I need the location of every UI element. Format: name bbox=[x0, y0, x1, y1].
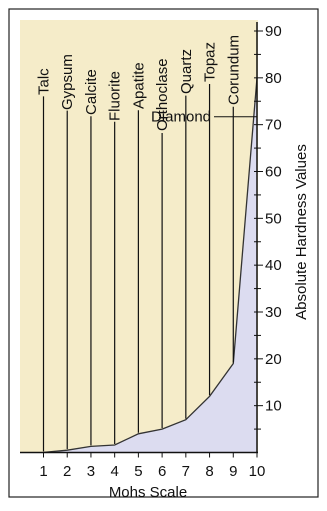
y-tick-label: 70 bbox=[265, 117, 282, 134]
y-tick-label: 30 bbox=[265, 304, 282, 321]
x-tick-label: 7 bbox=[182, 463, 190, 480]
mineral-label: Talc bbox=[36, 68, 53, 95]
y-tick-label: 10 bbox=[265, 398, 282, 415]
x-tick-label: 10 bbox=[249, 463, 266, 480]
y-tick-label: 90 bbox=[265, 23, 282, 40]
x-tick-label: 3 bbox=[87, 463, 95, 480]
plot-background bbox=[20, 20, 258, 452]
diamond-label: Diamond bbox=[151, 109, 211, 126]
x-tick-label: 4 bbox=[110, 463, 118, 480]
mineral-label: Corundum bbox=[225, 35, 242, 105]
mineral-label: Gypsum bbox=[59, 54, 76, 110]
x-tick-label: 2 bbox=[63, 463, 71, 480]
y-tick-label: 50 bbox=[265, 210, 282, 227]
y-tick-label: 60 bbox=[265, 164, 282, 181]
axes: 1 2 3 4 5 6 7 8 9 10 10 20 30 40 50 60 70 80 90 bbox=[20, 22, 282, 480]
hardness-line bbox=[43, 77, 258, 454]
x-tick-label: 9 bbox=[229, 463, 237, 480]
x-tick-label: 5 bbox=[134, 463, 142, 480]
x-tick-label: 1 bbox=[39, 463, 47, 480]
mineral-label: Calcite bbox=[83, 69, 100, 115]
hardness-area bbox=[43, 77, 257, 453]
mineral-label: Quartz bbox=[178, 49, 195, 94]
x-axis-title: Mohs Scale bbox=[109, 484, 187, 501]
y-axis-title: Absolute Hardness Values bbox=[293, 144, 310, 320]
mineral-labels: Talc Gypsum Calcite Fluorite Apatite Orthocla… bbox=[36, 35, 257, 452]
x-tick-label: 6 bbox=[158, 463, 166, 480]
mineral-label: Apatite bbox=[130, 62, 147, 109]
y-tick-label: 20 bbox=[265, 351, 282, 368]
x-tick-label: 8 bbox=[205, 463, 213, 480]
mineral-label: Fluorite bbox=[107, 71, 124, 121]
mineral-label: Orthoclase bbox=[154, 58, 171, 131]
y-tick-label: 80 bbox=[265, 70, 282, 87]
area-layer bbox=[43, 77, 258, 454]
mineral-label: Topaz bbox=[202, 42, 219, 82]
y-tick-label: 40 bbox=[265, 257, 282, 274]
